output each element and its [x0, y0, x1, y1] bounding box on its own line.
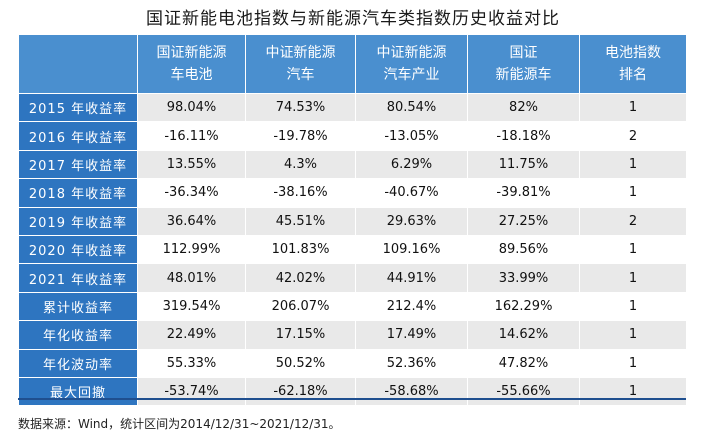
header-cni-nev: 国证 新能源车: [467, 34, 580, 94]
header-csi-nev-industry: 中证新能源 汽车产业: [355, 34, 468, 94]
table-cell: 52.36%: [355, 348, 468, 378]
table-cell: -19.78%: [245, 121, 356, 151]
table-cell: 109.16%: [355, 234, 468, 265]
table-row: 2021 年收益率 48.01% 42.02% 44.91% 33.99% 1: [18, 263, 687, 293]
table-cell: 44.91%: [355, 263, 468, 293]
table-cell: 1: [579, 178, 687, 208]
row-label: 累计收益率: [18, 291, 138, 322]
table-cell: 1: [579, 92, 687, 123]
table-row: 年化收益率 22.49% 17.15% 17.49% 14.62% 1: [18, 320, 687, 350]
table-cell: 50.52%: [245, 348, 356, 378]
row-label: 年化波动率: [18, 348, 138, 378]
table-cell: -38.16%: [245, 178, 356, 208]
row-label: 2017 年收益率: [18, 149, 138, 180]
table-cell: 162.29%: [467, 291, 580, 322]
table-cell: 1: [579, 234, 687, 265]
row-label: 2015 年收益率: [18, 92, 138, 123]
table-cell: 74.53%: [245, 92, 356, 123]
table-cell: 319.54%: [137, 291, 246, 322]
header-corner: [18, 34, 138, 94]
table-cell: 1: [579, 376, 687, 407]
row-label: 2018 年收益率: [18, 178, 138, 208]
row-label: 2020 年收益率: [18, 234, 138, 265]
table-cell: 47.82%: [467, 348, 580, 378]
bottom-rule: [18, 398, 686, 400]
table-cell: 80.54%: [355, 92, 468, 123]
table-cell: 33.99%: [467, 263, 580, 293]
table-cell: 45.51%: [245, 206, 356, 236]
table-cell: 17.15%: [245, 320, 356, 350]
table-cell: 48.01%: [137, 263, 246, 293]
table-header-row: 国证新能源 车电池 中证新能源 汽车 中证新能源 汽车产业 国证 新能源车 电池指数 排名: [18, 34, 687, 94]
table-cell: 27.25%: [467, 206, 580, 236]
table-cell: -40.67%: [355, 178, 468, 208]
table-cell: 55.33%: [137, 348, 246, 378]
table-cell: 17.49%: [355, 320, 468, 350]
row-label: 2016 年收益率: [18, 121, 138, 151]
header-battery-index: 国证新能源 车电池: [137, 34, 246, 94]
table-row: 2020 年收益率 112.99% 101.83% 109.16% 89.56% 1: [18, 234, 687, 265]
row-label: 2019 年收益率: [18, 206, 138, 236]
table-title: 国证新能电池指数与新能源汽车类指数历史收益对比: [146, 9, 560, 29]
table-row: 2017 年收益率 13.55% 4.3% 6.29% 11.75% 1: [18, 149, 687, 180]
table-cell: -53.74%: [137, 376, 246, 407]
table-cell: 206.07%: [245, 291, 356, 322]
table-cell: 1: [579, 348, 687, 378]
table-cell: -13.05%: [355, 121, 468, 151]
table-row: 2016 年收益率 -16.11% -19.78% -13.05% -18.18% 2: [18, 121, 687, 151]
data-source-note: 数据来源：Wind，统计区间为2014/12/31~2021/12/31。: [18, 417, 341, 431]
table-row: 2015 年收益率 98.04% 74.53% 80.54% 82% 1: [18, 92, 687, 123]
table-cell: 98.04%: [137, 92, 246, 123]
table-cell: -55.66%: [467, 376, 580, 407]
table-cell: -36.34%: [137, 178, 246, 208]
table-cell: -58.68%: [355, 376, 468, 407]
table-cell: 29.63%: [355, 206, 468, 236]
table-cell: 2: [579, 121, 687, 151]
table-cell: -39.81%: [467, 178, 580, 208]
table-cell: 4.3%: [245, 149, 356, 180]
table-row: 2018 年收益率 -36.34% -38.16% -40.67% -39.81% 1: [18, 178, 687, 208]
table-cell: 82%: [467, 92, 580, 123]
table-cell: 112.99%: [137, 234, 246, 265]
table-cell: 42.02%: [245, 263, 356, 293]
table-cell: 101.83%: [245, 234, 356, 265]
table-row: 年化波动率 55.33% 50.52% 52.36% 47.82% 1: [18, 348, 687, 378]
returns-comparison-table: 国证新能源 车电池 中证新能源 汽车 中证新能源 汽车产业 国证 新能源车 电池指数 排名…: [18, 34, 687, 407]
table-row: 2019 年收益率 36.64% 45.51% 29.63% 27.25% 2: [18, 206, 687, 236]
table-row: 累计收益率 319.54% 206.07% 212.4% 162.29% 1: [18, 291, 687, 322]
table-cell: -18.18%: [467, 121, 580, 151]
table-cell: 1: [579, 149, 687, 180]
table-cell: 11.75%: [467, 149, 580, 180]
table-cell: 212.4%: [355, 291, 468, 322]
table-cell: 1: [579, 320, 687, 350]
table-cell: 36.64%: [137, 206, 246, 236]
row-label: 2021 年收益率: [18, 263, 138, 293]
table-cell: 2: [579, 206, 687, 236]
table-cell: 22.49%: [137, 320, 246, 350]
table-cell: 1: [579, 291, 687, 322]
table-cell: 1: [579, 263, 687, 293]
table-cell: 89.56%: [467, 234, 580, 265]
table-cell: -62.18%: [245, 376, 356, 407]
table-row: 最大回撤 -53.74% -62.18% -58.68% -55.66% 1: [18, 376, 687, 407]
row-label: 最大回撤: [18, 376, 138, 407]
table-cell: 6.29%: [355, 149, 468, 180]
row-label: 年化收益率: [18, 320, 138, 350]
table-cell: 13.55%: [137, 149, 246, 180]
table-cell: -16.11%: [137, 121, 246, 151]
header-csi-nev: 中证新能源 汽车: [245, 34, 356, 94]
table-cell: 14.62%: [467, 320, 580, 350]
header-battery-rank: 电池指数 排名: [579, 34, 687, 94]
